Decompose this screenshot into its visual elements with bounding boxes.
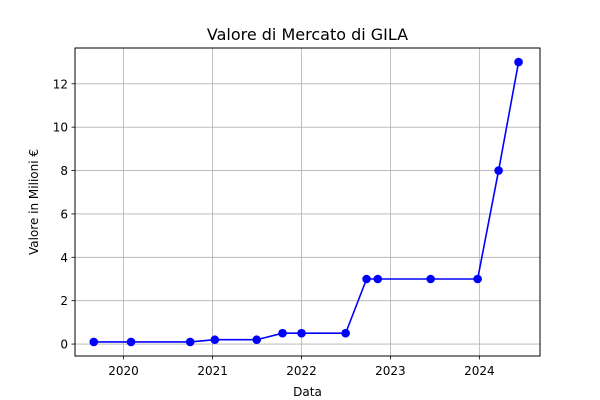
x-tick-label: 2024 [464,364,495,378]
data-point [297,328,306,338]
y-tick-label: 6 [60,207,68,221]
x-tick-label: 2023 [375,364,406,378]
data-point [185,337,195,347]
data-point [252,335,262,345]
y-tick-label: 8 [60,164,68,178]
ticks: 2020 2021 2022 2023 2024 0 2 4 6 8 10 12 [53,77,495,378]
data-point [89,337,99,347]
y-axis-label: Valore in Milioni € [27,149,41,255]
y-tick-label: 0 [60,338,68,352]
y-tick-label: 4 [60,251,68,265]
data-point [473,274,482,284]
x-tick-label: 2021 [197,364,228,378]
x-tick-label: 2020 [108,364,139,378]
data-point [278,328,287,338]
data-point [494,166,503,175]
data-point [210,335,220,345]
data-point [426,274,435,284]
chart-title: Valore di Mercato di GILA [207,25,408,44]
data-point [362,274,371,284]
x-tick-label: 2022 [286,364,317,378]
data-point [341,328,350,338]
data-point [126,337,136,347]
y-tick-label: 2 [60,294,68,308]
grid [75,48,540,356]
plot-frame [74,47,541,357]
data-point [514,57,523,67]
series-layer [89,57,523,347]
y-tick-label: 12 [53,77,68,91]
data-point [373,274,383,284]
y-tick-label: 10 [53,121,68,135]
x-axis-label: Data [293,385,322,399]
